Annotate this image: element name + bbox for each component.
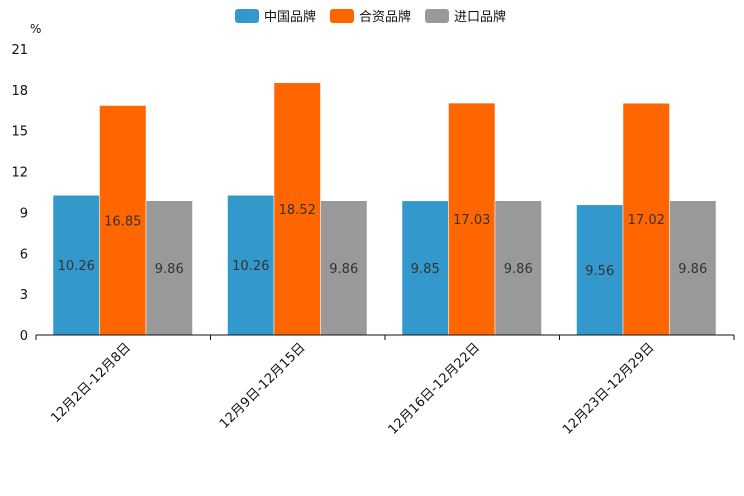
legend-swatch-2[interactable]	[330, 9, 354, 23]
bar-3-2[interactable]	[320, 200, 368, 336]
legend-label-1[interactable]: 中国品牌	[264, 9, 316, 25]
data-label: 17.03	[453, 213, 490, 228]
data-label: 10.26	[232, 259, 269, 274]
bar-3-4[interactable]	[669, 200, 717, 336]
data-label: 9.86	[155, 262, 184, 277]
data-label: 9.86	[504, 262, 533, 277]
legend-label-2[interactable]: 合资品牌	[359, 9, 411, 25]
y-tick-label: 0	[20, 329, 28, 344]
bar-1-2[interactable]	[227, 195, 275, 336]
data-label: 9.56	[585, 264, 614, 279]
x-category-label: 12月16日-12月22日	[386, 340, 483, 437]
bar-3-1[interactable]	[145, 200, 193, 336]
data-label: 9.86	[678, 262, 707, 277]
legend-label-3[interactable]: 进口品牌	[454, 9, 506, 25]
y-tick-label: 3	[20, 288, 28, 303]
data-label: 18.52	[279, 203, 316, 218]
data-label: 16.85	[104, 214, 141, 229]
data-label: 9.85	[411, 262, 440, 277]
data-label: 9.86	[329, 262, 358, 277]
bar-1-1[interactable]	[52, 195, 100, 336]
y-axis: 0 3 6 9 12 15 18 21	[11, 43, 28, 344]
bars: 10.26 16.85 9.86 10.26 18.52 9.86 9.85 17.03 9.8…	[52, 82, 717, 336]
x-category-label: 12月23日-12月29日	[560, 340, 657, 437]
data-label: 10.26	[58, 259, 95, 274]
y-axis-unit-label: %	[30, 22, 41, 36]
legend: 中国品牌 合资品牌 进口品牌	[235, 9, 506, 25]
y-tick-label: 6	[20, 247, 28, 262]
y-tick-label: 9	[20, 206, 28, 221]
bar-2-2[interactable]	[273, 82, 321, 336]
bar-1-4[interactable]	[576, 204, 624, 336]
data-label: 17.02	[628, 213, 665, 228]
y-tick-label: 18	[11, 84, 28, 99]
bar-2-3[interactable]	[448, 102, 496, 336]
x-category-label: 12月2日-12月8日	[48, 340, 134, 426]
bar-2-1[interactable]	[99, 105, 147, 336]
legend-swatch-3[interactable]	[425, 9, 449, 23]
x-axis: 12月2日-12月8日 12月9日-12月15日 12月16日-12月22日 12月2…	[35, 334, 735, 438]
x-category-label: 12月9日-12月15日	[217, 340, 309, 432]
y-tick-label: 21	[11, 43, 28, 58]
y-tick-label: 15	[11, 125, 28, 140]
legend-swatch-1[interactable]	[235, 9, 259, 23]
y-tick-label: 12	[11, 166, 28, 181]
